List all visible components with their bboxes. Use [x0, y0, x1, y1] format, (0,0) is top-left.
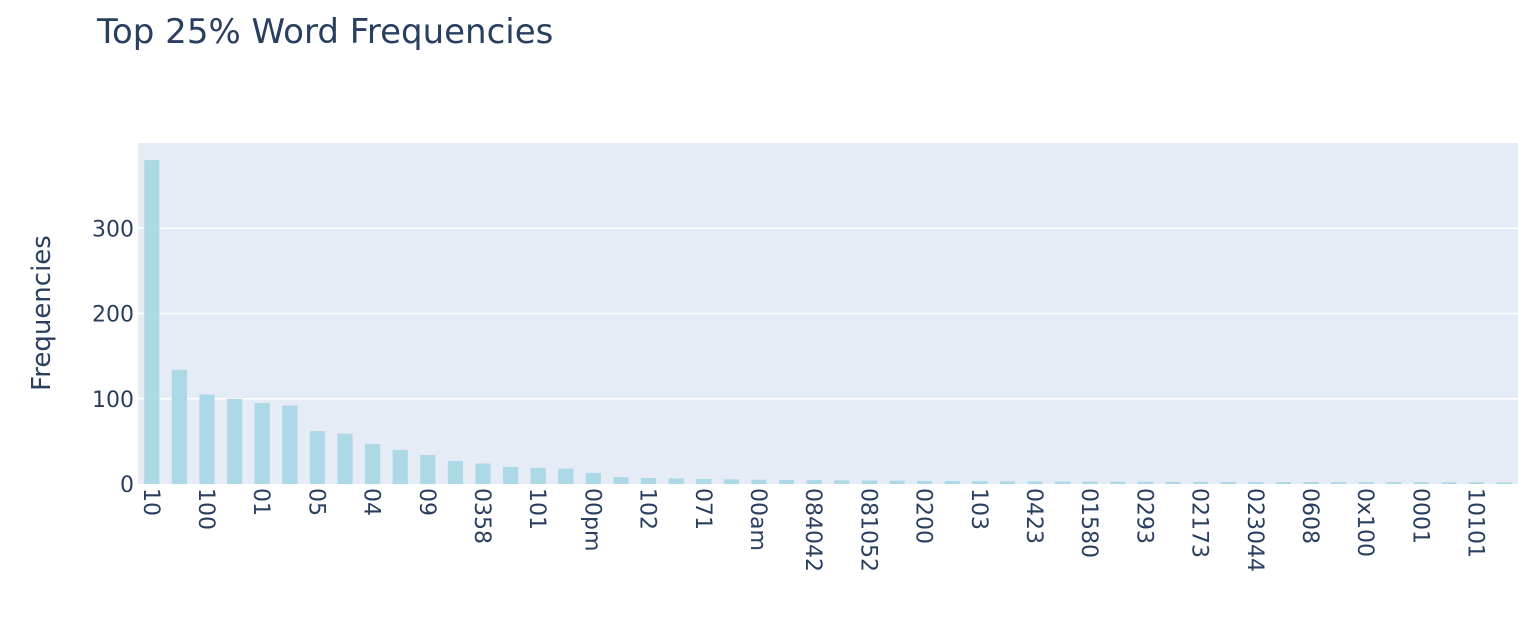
- bar: [1441, 482, 1457, 484]
- x-tick-label: 0001: [1407, 488, 1432, 544]
- bar: [1137, 481, 1153, 484]
- bar: [1275, 482, 1291, 484]
- x-tick-label: 04: [359, 488, 384, 516]
- chart-title: Top 25% Word Frequencies: [96, 12, 553, 52]
- y-tick-label: 300: [92, 217, 134, 242]
- bar: [696, 478, 712, 484]
- x-tick-label: 10: [138, 488, 163, 516]
- x-tick-label: 102: [635, 488, 660, 530]
- x-tick-label: 10101: [1463, 488, 1488, 558]
- bar: [1165, 481, 1181, 484]
- bar: [972, 481, 988, 484]
- bar: [1303, 482, 1319, 484]
- y-axis-ticks: 0 100 200 300: [92, 217, 134, 498]
- bar: [1193, 481, 1209, 484]
- bar: [641, 478, 657, 484]
- bar: [1469, 482, 1485, 484]
- bar: [227, 398, 243, 484]
- bar: [309, 431, 325, 484]
- x-tick-label: 103: [966, 488, 991, 530]
- bar: [365, 443, 381, 484]
- x-tick-label: 01580: [1076, 488, 1101, 558]
- bar: [613, 477, 629, 484]
- x-tick-label: 071: [690, 488, 715, 530]
- y-tick-label: 200: [92, 303, 134, 328]
- x-tick-label: 100: [193, 488, 218, 530]
- x-tick-label: 0200: [911, 488, 936, 544]
- x-tick-label: 09: [414, 488, 439, 516]
- x-tick-label: 023044: [1242, 488, 1267, 572]
- bar: [1220, 481, 1236, 484]
- bar: [1331, 482, 1347, 484]
- bar: [834, 480, 850, 484]
- x-tick-label: 0358: [469, 488, 494, 544]
- bar: [199, 394, 215, 484]
- bar: [1413, 482, 1429, 484]
- gridlines: [138, 227, 1518, 400]
- bar: [144, 160, 160, 485]
- bar: [1027, 481, 1043, 484]
- x-tick-label: 05: [303, 488, 328, 516]
- bar: [1496, 482, 1512, 484]
- x-tick-label: 0608: [1297, 488, 1322, 544]
- bar: [503, 466, 519, 484]
- bar: [558, 468, 574, 484]
- bar: [1248, 481, 1264, 484]
- bar: [806, 480, 822, 484]
- bar: [1055, 481, 1071, 484]
- x-tick-label: 0423: [1021, 488, 1046, 544]
- y-tick-label: 0: [120, 473, 134, 498]
- bar: [723, 479, 739, 484]
- bar: [1110, 481, 1126, 484]
- bars: [144, 160, 1512, 485]
- x-tick-label: 0x100: [1352, 488, 1377, 557]
- bar: [475, 463, 491, 484]
- bar: [420, 455, 436, 484]
- bar: [282, 405, 298, 484]
- bar: [447, 460, 463, 484]
- x-tick-label: 02173: [1187, 488, 1212, 558]
- bar: [1386, 482, 1402, 484]
- bar: [944, 481, 960, 484]
- bar: [585, 472, 601, 484]
- x-tick-label: 00am: [745, 488, 770, 551]
- bar: [999, 481, 1015, 484]
- bar: [779, 479, 795, 484]
- bar: [392, 449, 408, 484]
- x-tick-label: 00pm: [579, 488, 604, 551]
- bar: [1082, 481, 1098, 484]
- bar: [530, 467, 546, 484]
- y-axis-label: Frequencies: [27, 235, 57, 391]
- bar: [751, 479, 767, 484]
- y-tick-label: 100: [92, 388, 134, 413]
- x-tick-label: 0293: [1131, 488, 1156, 544]
- bar: [861, 480, 877, 484]
- x-tick-label: 081052: [855, 488, 880, 572]
- bar: [917, 480, 933, 484]
- x-axis-ticks: 10 100 01 05 04 09 0358 101 00pm 102 071 00am 084042…: [138, 488, 1488, 572]
- bar: [254, 403, 270, 484]
- bar: [889, 480, 905, 484]
- bar: [668, 478, 684, 484]
- x-tick-label: 101: [524, 488, 549, 530]
- bar: [337, 433, 353, 484]
- x-tick-label: 084042: [800, 488, 825, 572]
- bar: [171, 369, 187, 484]
- bar: [1358, 482, 1374, 484]
- x-tick-label: 01: [248, 488, 273, 516]
